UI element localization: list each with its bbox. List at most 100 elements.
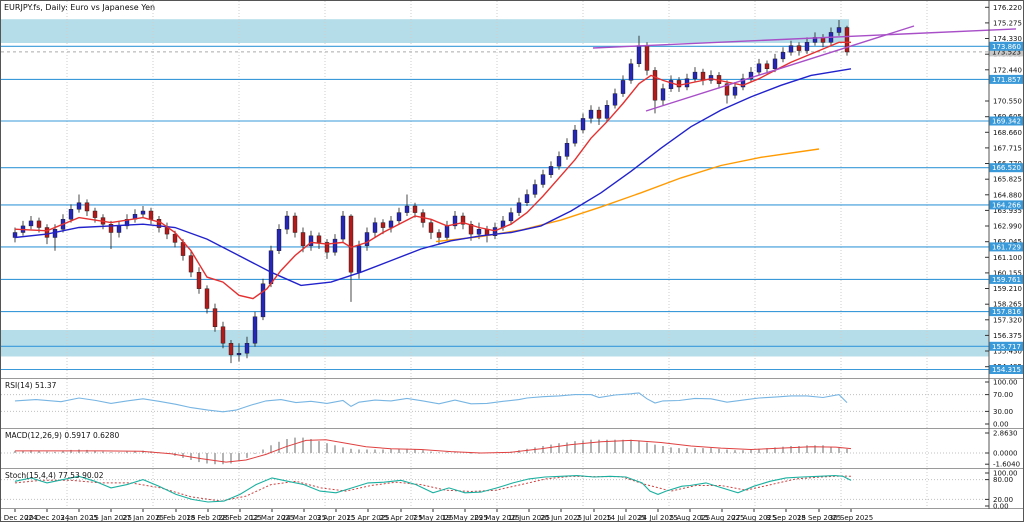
bullish-candle xyxy=(276,228,282,251)
price-axis-label: 162.045 xyxy=(993,238,1022,246)
date-axis-label: 10 Dec 2024 xyxy=(1,514,38,522)
bullish-candle xyxy=(476,228,482,235)
bullish-candle xyxy=(524,194,530,204)
bullish-candle xyxy=(516,202,522,213)
bearish-candle xyxy=(700,71,706,81)
price-axis-label: 164.880 xyxy=(993,191,1022,199)
date-axis-label: 3 Apr 2025 xyxy=(317,514,356,522)
date-axis-label: 29 May 2025 xyxy=(474,514,520,522)
bullish-candle xyxy=(668,80,674,89)
bullish-candle xyxy=(604,104,610,119)
ma-fast-line[interactable] xyxy=(14,41,851,300)
bullish-candle xyxy=(372,222,378,233)
price-level-tag[interactable] xyxy=(989,116,1024,126)
bullish-candle xyxy=(636,45,642,64)
date-axis-label: 24 Mar 2025 xyxy=(282,514,326,522)
price-axis-label: 168.660 xyxy=(993,129,1022,137)
price-level-tag[interactable] xyxy=(989,242,1024,252)
bullish-candle xyxy=(332,238,338,253)
price-axis-label: 156.375 xyxy=(993,332,1022,340)
date-axis-label: 24 Jul 2025 xyxy=(638,514,678,522)
date-axis-label: 18 Sep 2025 xyxy=(797,514,841,522)
macd-axis-label: 2.8630 xyxy=(993,430,1018,438)
bearish-candle xyxy=(180,242,186,256)
bullish-candle xyxy=(628,63,634,81)
stoch-axis-label: 20.00 xyxy=(993,496,1013,504)
bearish-candle xyxy=(44,227,50,238)
date-axis-label: 27 Jan 2025 xyxy=(122,514,164,522)
price-axis-label: 174.330 xyxy=(993,35,1022,43)
current-price-tag[interactable] xyxy=(989,47,1024,57)
bullish-candle xyxy=(556,156,562,167)
date-axis-label: 20 Dec 2024 xyxy=(25,514,70,522)
bullish-candle xyxy=(116,225,122,233)
date-axis-label: 5 Aug 2025 xyxy=(670,514,710,522)
bullish-candle xyxy=(612,93,618,106)
bullish-candle xyxy=(772,58,778,70)
bullish-candle xyxy=(28,220,34,227)
highlight-band[interactable] xyxy=(1,19,849,43)
current-price-tag-label: 173.523 xyxy=(992,48,1021,56)
bullish-candle xyxy=(508,212,514,222)
price-level-tag-label: 161.729 xyxy=(992,243,1021,251)
bearish-candle xyxy=(412,205,418,213)
bullish-candle xyxy=(444,225,450,238)
date-axis-label: 6 Feb 2025 xyxy=(156,514,195,522)
bullish-candle xyxy=(356,245,362,273)
price-level-tag[interactable] xyxy=(989,41,1024,51)
bearish-candle xyxy=(148,210,154,220)
date-axis-label: 20 Jun 2025 xyxy=(540,514,582,522)
bullish-candle xyxy=(244,343,250,354)
date-axis-label: 3 Jan 2025 xyxy=(60,514,98,522)
price-axis-label: 176.220 xyxy=(993,4,1022,12)
rsi-axis-label: 0.00 xyxy=(993,421,1009,429)
bearish-candle xyxy=(300,232,306,246)
bullish-candle xyxy=(548,166,554,175)
price-level-tag[interactable] xyxy=(989,307,1024,317)
price-level-tag-label: 166.520 xyxy=(992,164,1021,172)
highlight-band[interactable] xyxy=(1,330,989,357)
price-level-tag-label: 171.857 xyxy=(992,76,1021,84)
upper-wedge-trendline[interactable] xyxy=(592,28,1017,49)
date-axis-label: 25 Apr 2025 xyxy=(379,514,422,522)
bullish-candle xyxy=(452,215,458,227)
price-axis-label: 167.715 xyxy=(993,144,1022,152)
lower-wedge-trendline[interactable] xyxy=(645,25,915,112)
bullish-candle xyxy=(260,283,266,318)
date-axis-label: 15 Jan 2025 xyxy=(90,514,132,522)
price-level-tag[interactable] xyxy=(989,74,1024,84)
rsi-axis-label: 100.00 xyxy=(993,379,1018,387)
bearish-candle xyxy=(212,308,218,328)
date-axis-label: 19 May 2025 xyxy=(442,514,488,522)
bullish-candle xyxy=(364,232,370,246)
bullish-candle xyxy=(252,316,258,344)
price-level-tag[interactable] xyxy=(989,365,1024,374)
bullish-candle xyxy=(620,80,626,94)
price-level-tag[interactable] xyxy=(989,341,1024,351)
bearish-candle xyxy=(92,210,98,218)
bullish-candle xyxy=(540,174,546,185)
bearish-candle xyxy=(652,70,658,101)
bullish-candle xyxy=(124,219,130,227)
price-level-tag[interactable] xyxy=(989,274,1024,284)
stoch-k-line xyxy=(14,475,852,503)
bullish-candle xyxy=(804,42,810,51)
date-axis-label: 30 Sep 2025 xyxy=(829,514,873,522)
price-axis-label: 157.320 xyxy=(993,316,1022,324)
macd-axis-label: -1.6040 xyxy=(993,461,1020,469)
ma-slow-line[interactable] xyxy=(14,68,852,287)
bearish-candle xyxy=(84,202,90,212)
date-axis-label: 8 Sep 2025 xyxy=(766,514,806,522)
bullish-candle xyxy=(788,45,794,53)
bullish-candle xyxy=(748,71,754,79)
bullish-candle xyxy=(756,63,762,73)
bearish-candle xyxy=(468,223,474,235)
bullish-candle xyxy=(564,142,570,157)
bearish-candle xyxy=(348,215,354,273)
price-level-tag[interactable] xyxy=(989,200,1024,210)
bearish-candle xyxy=(108,223,114,233)
price-axis-label: 165.825 xyxy=(993,176,1022,184)
macd-axis-label: 0.0000 xyxy=(993,450,1018,458)
price-level-tag[interactable] xyxy=(989,163,1024,173)
